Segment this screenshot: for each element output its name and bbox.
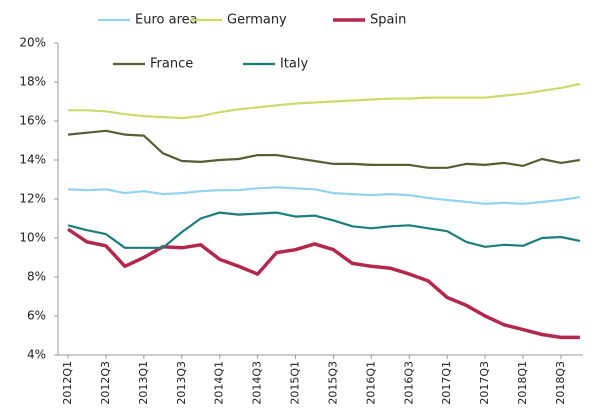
series-line (67, 211, 581, 249)
legend-label: Italy (280, 57, 309, 72)
x-tick-label: 2016Q3 (402, 361, 415, 405)
y-tick-label: 4% (27, 348, 46, 362)
x-tick-label: 2015Q1 (289, 361, 302, 405)
x-tick-label: 2012Q3 (99, 361, 112, 405)
series-line (68, 82, 581, 120)
y-tick-label: 12% (19, 192, 46, 206)
y-tick-label: 10% (19, 231, 46, 245)
x-tick-label: 2012Q1 (61, 361, 74, 405)
legend-label: Germany (227, 13, 287, 28)
series-line (67, 227, 580, 340)
x-tick-label: 2017Q1 (440, 361, 453, 405)
x-tick-label: 2018Q3 (554, 361, 567, 405)
legend-label: France (150, 57, 193, 72)
series-line (67, 129, 581, 169)
x-tick-label: 2013Q3 (175, 361, 188, 405)
x-tick-label: 2013Q1 (137, 361, 150, 405)
x-tick-label: 2014Q3 (251, 361, 264, 405)
y-tick-label: 16% (19, 114, 46, 128)
x-tick-label: 2017Q3 (478, 361, 491, 405)
legend-label: Spain (370, 13, 406, 28)
x-tick-label: 2016Q1 (364, 361, 377, 405)
y-tick-label: 6% (27, 309, 46, 323)
series-line (67, 186, 581, 205)
x-tick-label: 2018Q1 (516, 361, 529, 405)
x-tick-label: 2014Q1 (213, 361, 226, 405)
x-tick-label: 2015Q3 (326, 361, 339, 405)
y-tick-label: 20% (19, 36, 46, 50)
y-tick-label: 14% (19, 153, 46, 167)
y-tick-label: 18% (19, 75, 46, 89)
y-tick-label: 8% (27, 270, 46, 284)
legend-label: Euro area (135, 13, 198, 28)
